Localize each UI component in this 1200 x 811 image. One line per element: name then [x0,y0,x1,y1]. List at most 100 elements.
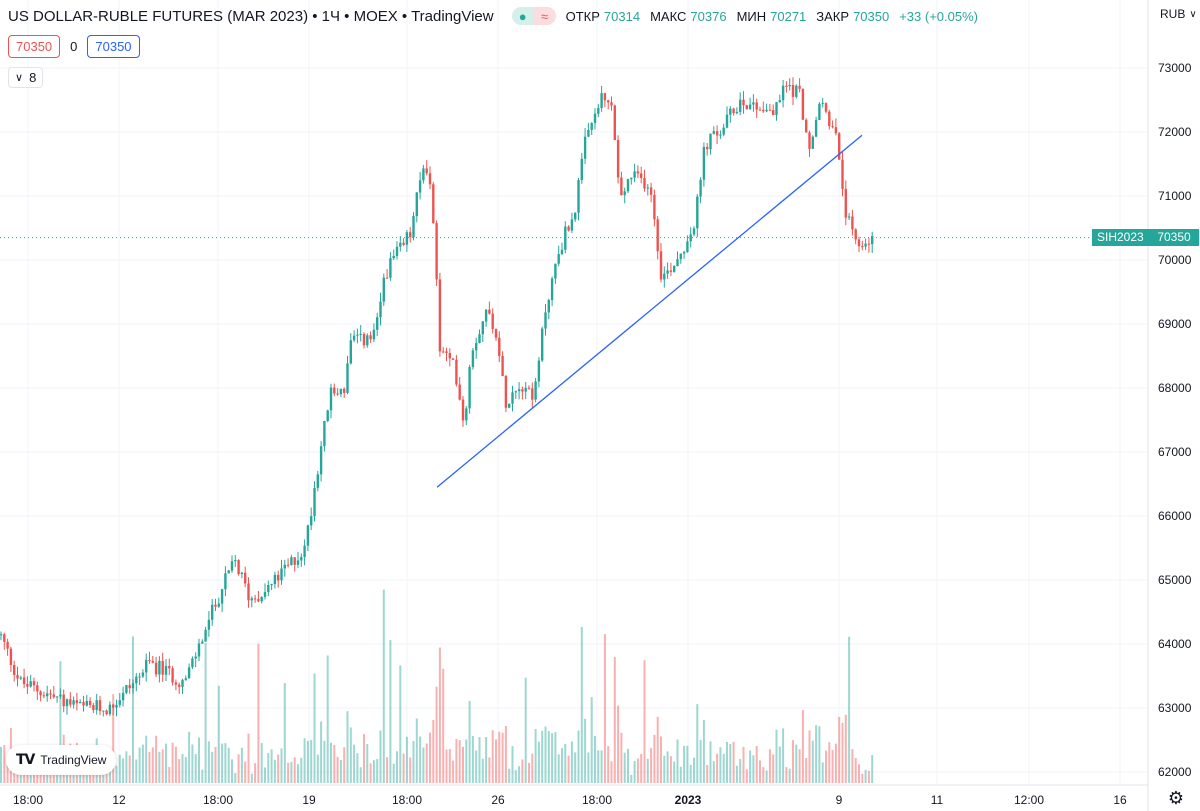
trendline-segment[interactable] [436,134,863,488]
candle-body [95,700,98,711]
volume-bar [584,718,587,783]
candle-body [547,300,550,313]
candle-body [739,99,742,112]
volume-bar [310,739,313,783]
open-label: ОТКР [565,8,600,24]
indicators-toggle[interactable]: ∨ 8 [8,67,44,88]
candle-body [412,216,415,238]
candle-body [135,676,138,684]
volume-bar [168,767,171,783]
volume-bar [201,769,204,783]
candle-body [699,179,702,197]
time-axis[interactable]: 18:00 12 18:00 19 18:00 26 18:00 2023 9 11 12:00 16 [0,784,1148,807]
volume-bar [561,748,563,783]
volume-bar [122,758,125,783]
candle-body [230,561,234,571]
candle-body [399,242,402,247]
candle-body [814,119,818,137]
currency-selector[interactable]: RUB ∨ [1160,7,1197,21]
volume-bar [244,761,247,783]
candle-body [145,659,148,673]
volume-bar [59,661,62,783]
volume-bar [79,767,82,783]
volume-bar [458,740,461,783]
candle-body [6,641,9,649]
volume-bar [660,736,662,783]
candle-body [382,277,385,302]
candle-body [79,702,82,704]
y-tick-label: 73000 [1158,61,1192,75]
volume-bar [178,759,181,783]
candle-body [303,545,306,557]
candle-body [669,270,673,272]
candle-body [732,108,735,114]
volume-bar [696,704,699,783]
candle-body [451,358,455,360]
candle-body [168,666,171,669]
high-value: 70376 [690,8,727,24]
price-axis[interactable]: 62000 63000 64000 65000 66000 67000 68000 69000… [1147,0,1192,811]
candle-body [105,710,108,715]
volume-bar [726,741,728,783]
candle-body [702,146,706,180]
candle-body [867,243,871,245]
candle-body [174,682,178,685]
candle-body [46,693,49,697]
candle-body [735,111,739,114]
candle-body [517,389,521,392]
symbol-title[interactable]: US DOLLAR-RUBLE FUTURES (MAR 2023) • 1Ч … [8,7,494,25]
candle-body [75,700,79,704]
x-tick-label: 18:00 [392,793,422,807]
volume-bar [534,728,537,783]
volume-bar [858,764,860,783]
volume-bar [353,744,356,783]
ask-button[interactable]: 70350 [87,35,140,58]
candle-body [376,317,379,330]
volume-bar [349,727,352,783]
wave-icon: ≈ [533,7,556,25]
volume-bar [468,700,471,783]
candle-body [752,102,755,105]
candle-body [296,560,300,565]
volume-bars [0,589,874,783]
candle-body [178,684,181,687]
candle-body [541,328,544,361]
last-price-tag: 70350 [1149,229,1199,246]
candle-body [854,229,857,240]
volume-bar [273,759,276,783]
candle-body [861,246,864,248]
volume-bar [828,742,831,783]
volume-bar [158,751,161,783]
candle-body [847,216,851,218]
bid-button[interactable]: 70350 [8,35,61,58]
volume-bar [775,729,778,783]
volume-bar [524,677,527,783]
candle-body [567,226,570,231]
volume-bar [323,740,326,783]
candle-body [514,391,517,393]
candle-body [471,350,475,368]
candle-body [39,691,42,696]
volume-bar [217,685,220,783]
volume-bar [389,639,392,783]
candle-body [290,557,293,565]
volume-bar [514,770,517,783]
candle-body [748,104,752,110]
volume-bar [554,732,557,783]
trendline[interactable] [436,134,863,488]
volume-bar [174,746,177,783]
tradingview-logo[interactable]: TV TradingView [6,745,116,775]
market-status[interactable]: ● ≈ [511,7,556,25]
gear-icon[interactable]: ⚙ [1167,787,1185,808]
volume-bar [207,741,210,783]
volume-bar [363,734,365,783]
indicator-count: 8 [29,70,37,85]
candle-body [468,367,471,409]
volume-bar [237,754,240,783]
volume-bar [620,732,623,783]
candle-body [207,619,211,630]
volume-bar [580,626,583,783]
candle-body [587,129,590,137]
